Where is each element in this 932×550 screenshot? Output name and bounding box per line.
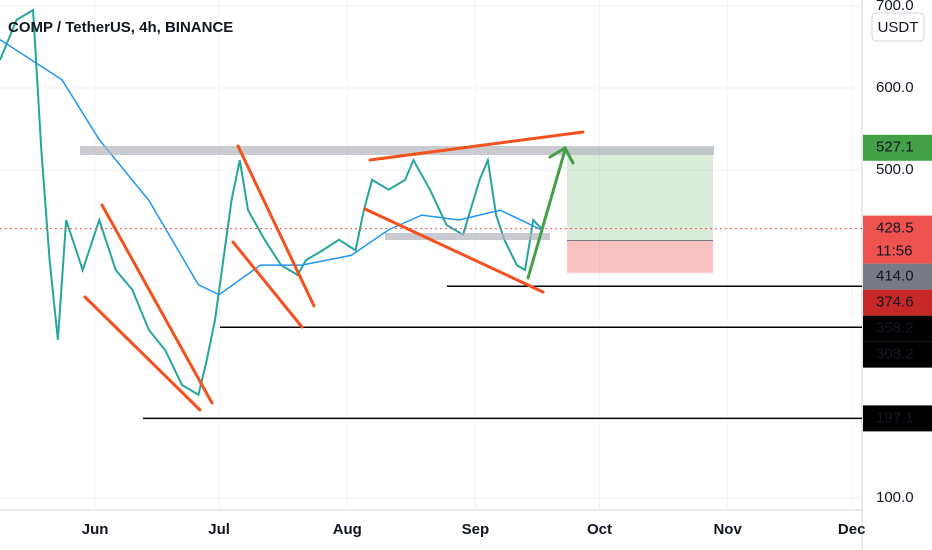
price-tag-label: 358.2 <box>876 320 914 337</box>
x-tick-label: Sep <box>462 521 490 538</box>
trend-line <box>100 203 214 405</box>
price-tag <box>863 215 932 264</box>
price-tag <box>863 315 932 342</box>
y-tick-label: 500.0 <box>876 161 914 178</box>
trend-line <box>236 144 316 308</box>
price-tag <box>863 263 932 290</box>
price-tag-label: 414.0 <box>876 268 914 285</box>
trend-line <box>83 295 202 412</box>
countdown: 11:56 <box>876 243 912 260</box>
price-axis: 100.0 500.0 600.0 700.0 527.1 428.5 11:56 414.0… <box>863 0 932 506</box>
price-line <box>0 8 543 397</box>
y-tick-label: 600.0 <box>876 79 914 96</box>
price-tag-label: 197.1 <box>876 409 914 426</box>
support-zone <box>385 233 550 240</box>
x-tick-label: Jul <box>208 521 230 538</box>
currency-label: USDT <box>878 19 919 36</box>
arrow-head <box>548 145 575 165</box>
y-tick-label: 100.0 <box>876 489 914 506</box>
profit-zone <box>567 147 713 241</box>
x-tick-label: Jun <box>82 521 109 538</box>
x-tick-label: Nov <box>713 521 742 538</box>
arrow <box>526 148 567 280</box>
price-tag-label: 374.6 <box>876 294 914 311</box>
loss-zone <box>567 240 713 273</box>
trend-line <box>231 240 304 329</box>
trend-line <box>363 207 545 294</box>
price-tag-label: 428.5 <box>876 220 914 237</box>
x-tick-label: Dec <box>838 521 866 538</box>
price-tag <box>863 341 932 368</box>
price-tag-label: 308.2 <box>876 346 914 363</box>
trend-line <box>368 130 585 162</box>
price-tag <box>863 405 932 432</box>
x-tick-label: Aug <box>333 521 362 538</box>
price-tag-label: 527.1 <box>876 139 914 156</box>
x-tick-label: Oct <box>587 521 612 538</box>
drawings <box>80 130 714 412</box>
currency-box <box>871 12 925 42</box>
price-tag <box>863 289 932 316</box>
resistance-zone <box>80 146 714 155</box>
chart-title: COMP / TetherUS, 4h, BINANCE <box>8 19 233 36</box>
plot-area <box>0 0 862 510</box>
y-tick-label: 700.0 <box>876 0 914 14</box>
price-tag <box>863 134 932 161</box>
